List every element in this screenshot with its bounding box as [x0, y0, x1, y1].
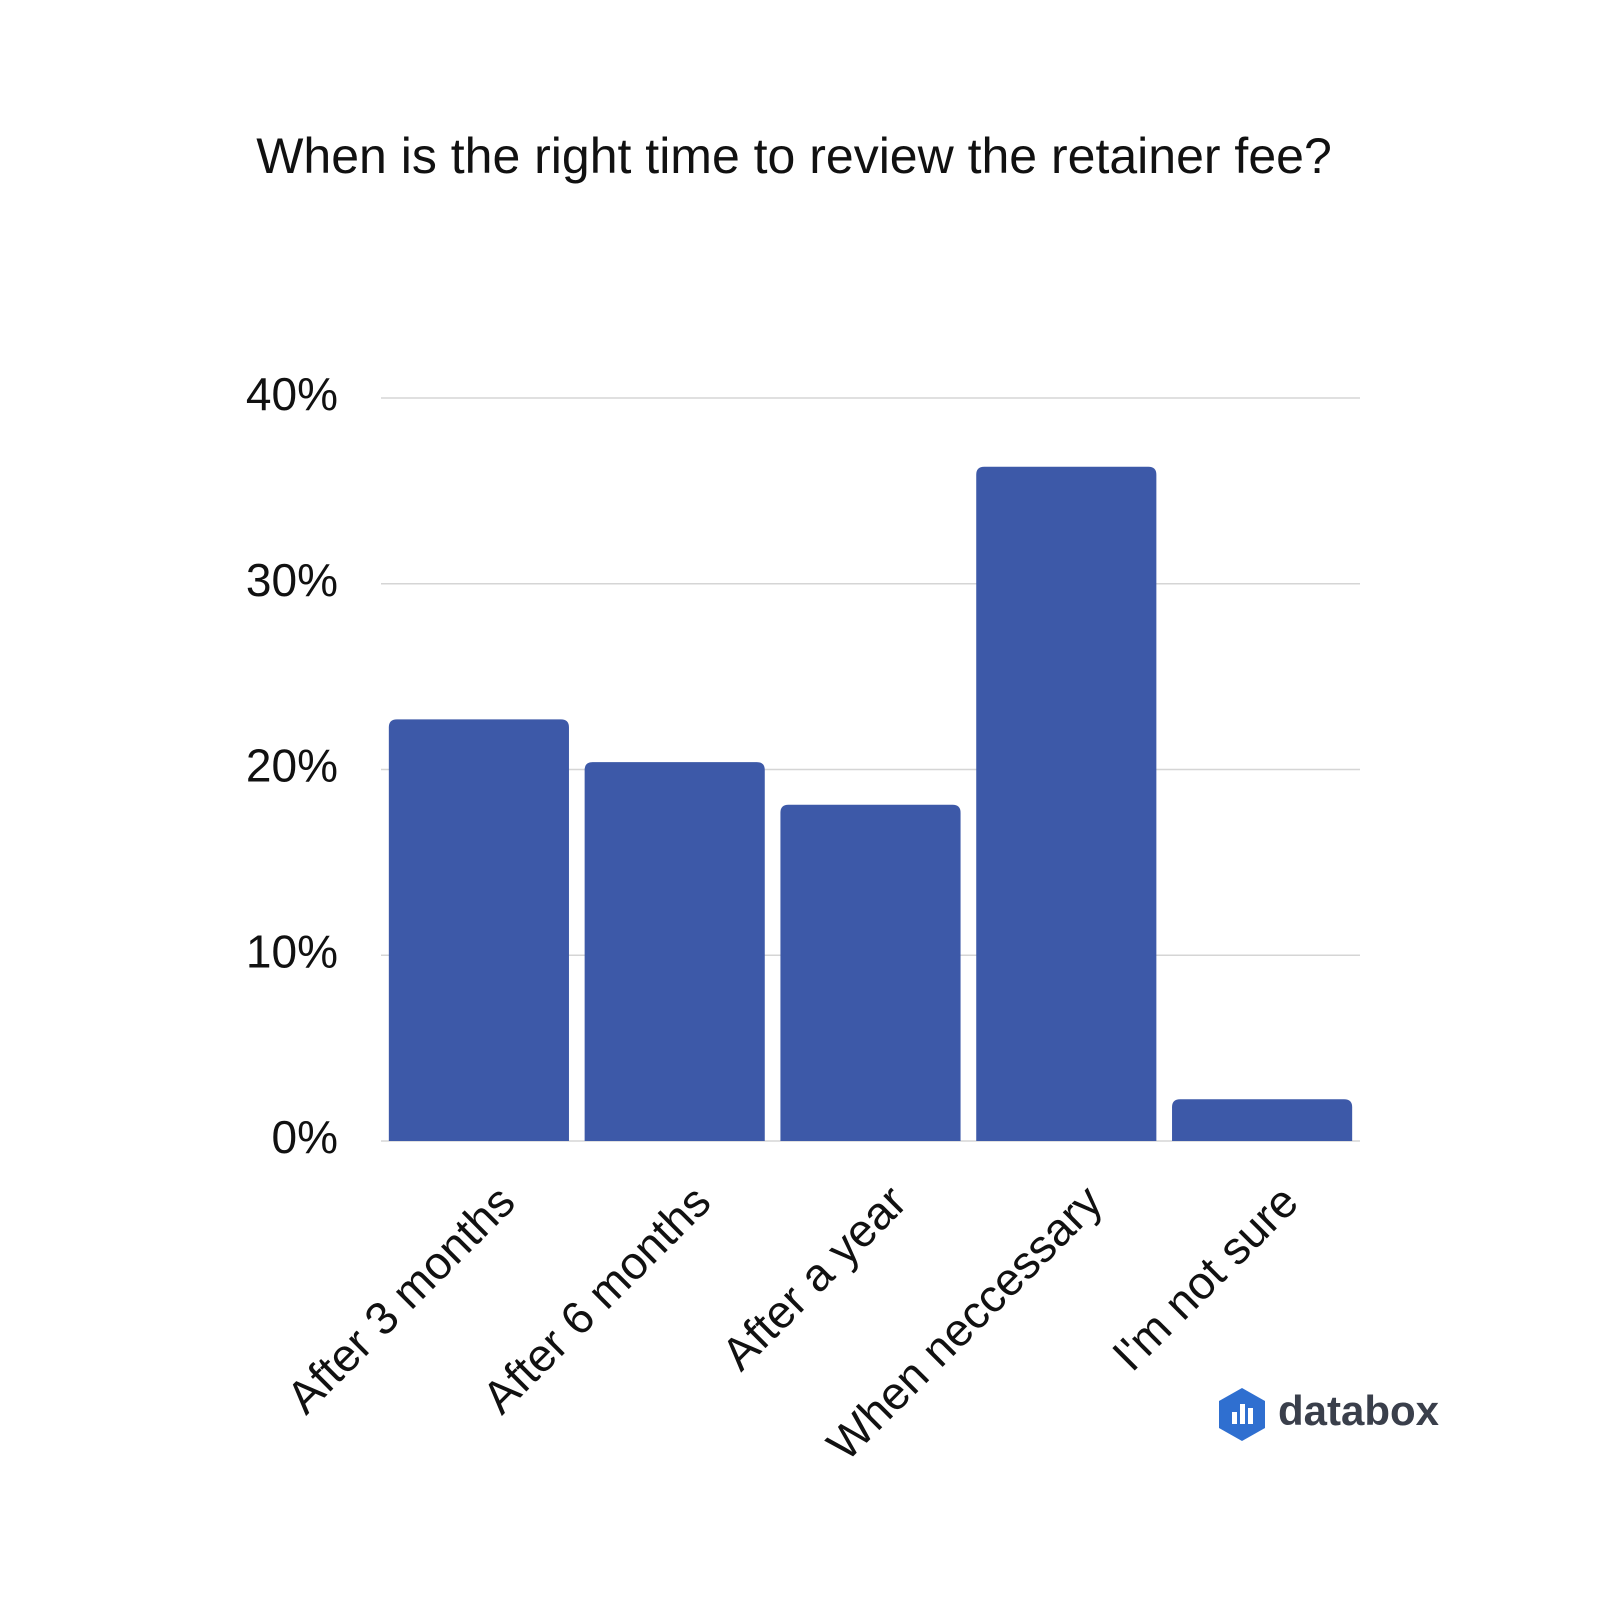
bar — [1172, 1099, 1353, 1141]
logo-icon-bar — [1232, 1412, 1237, 1424]
bar — [976, 466, 1157, 1141]
bar — [584, 762, 765, 1141]
logo-icon-bar — [1240, 1404, 1245, 1424]
y-tick-label: 40% — [246, 368, 338, 420]
logo: databox — [1219, 1387, 1440, 1441]
y-tick-label: 20% — [246, 740, 338, 792]
y-tick-label: 0% — [272, 1111, 338, 1163]
bar — [388, 719, 569, 1141]
logo-text: databox — [1278, 1387, 1440, 1434]
y-tick-label: 30% — [246, 554, 338, 606]
bar — [780, 804, 961, 1141]
chart-title: When is the right time to review the ret… — [256, 128, 1332, 184]
logo-icon-bar — [1248, 1408, 1253, 1424]
y-tick-label: 10% — [246, 925, 338, 977]
